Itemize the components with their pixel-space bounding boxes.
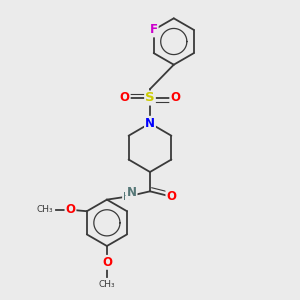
Text: CH₃: CH₃ [99, 280, 115, 289]
Text: H: H [123, 192, 131, 202]
Text: N: N [127, 186, 136, 199]
Text: F: F [150, 23, 158, 36]
Text: CH₃: CH₃ [37, 205, 53, 214]
Text: S: S [145, 92, 155, 104]
Text: O: O [170, 92, 180, 104]
Text: O: O [65, 203, 76, 216]
Text: O: O [120, 92, 130, 104]
Text: O: O [102, 256, 112, 269]
Text: O: O [167, 190, 176, 203]
Text: N: N [145, 117, 155, 130]
